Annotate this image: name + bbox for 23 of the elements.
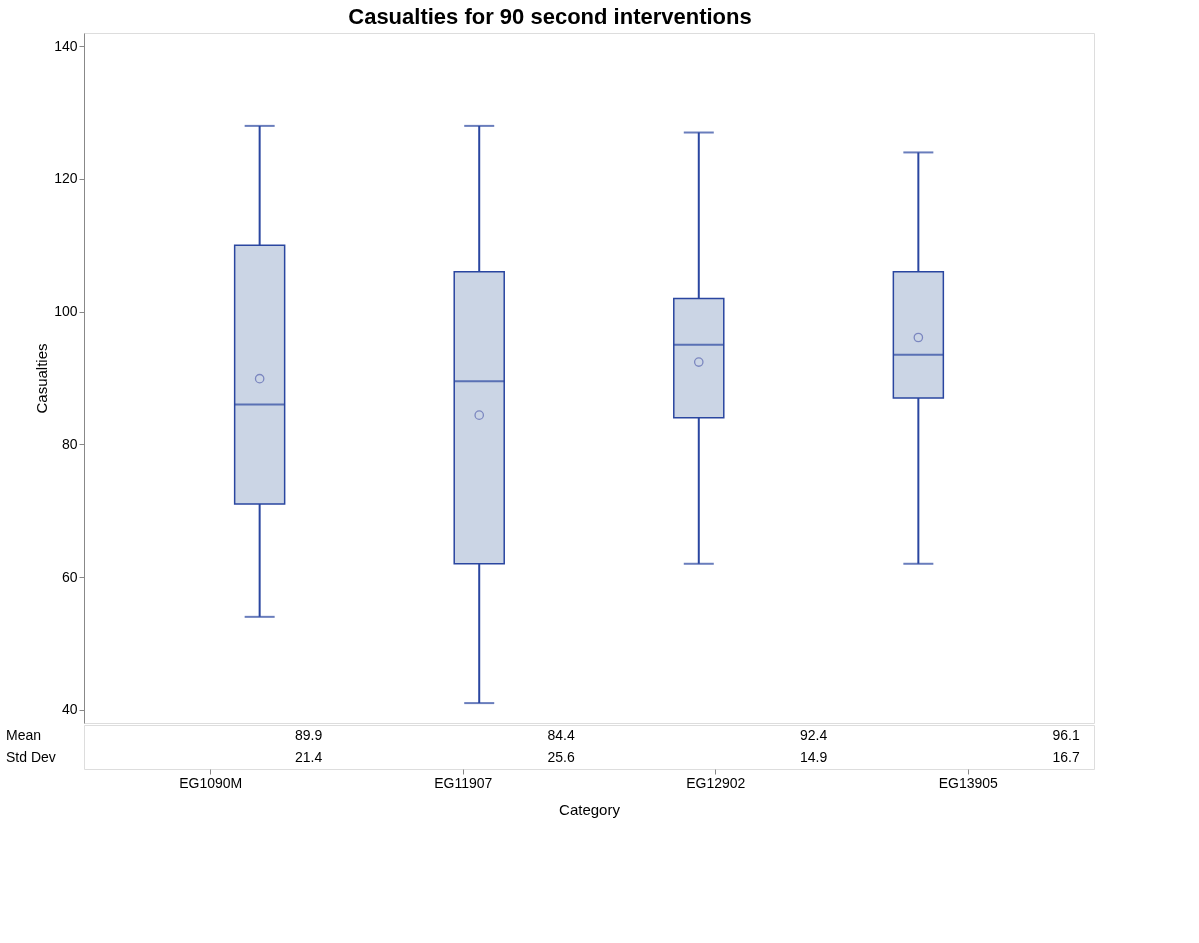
y-tick-label: 140 bbox=[54, 37, 78, 54]
x-tick-label: EG1090M bbox=[179, 774, 243, 791]
text: 92.4 bbox=[800, 727, 828, 743]
text: Std Dev bbox=[6, 749, 56, 765]
text: Mean bbox=[6, 727, 42, 743]
y-tick-label: 100 bbox=[54, 303, 78, 320]
x-tick-label: EG13905 bbox=[938, 774, 999, 791]
text: 14.9 bbox=[800, 749, 828, 765]
y-tick-label: 60 bbox=[61, 568, 78, 585]
chart-title: Casualties for 90 second interventions bbox=[348, 3, 752, 29]
y-axis-title: Casualties bbox=[33, 343, 51, 414]
text: 96.1 bbox=[1052, 727, 1080, 743]
x-tick-label: EG11907 bbox=[434, 774, 493, 791]
x-tick-label: EG12902 bbox=[686, 774, 746, 791]
text: 84.4 bbox=[547, 727, 575, 743]
text: 21.4 bbox=[295, 749, 323, 765]
y-tick-label: 40 bbox=[61, 701, 78, 718]
text: 89.9 bbox=[295, 727, 323, 743]
text: 25.6 bbox=[547, 749, 575, 765]
x-axis-title: Category bbox=[559, 800, 621, 818]
y-tick-label: 80 bbox=[61, 435, 78, 452]
text: 16.7 bbox=[1052, 749, 1080, 765]
y-tick-label: 120 bbox=[54, 170, 78, 187]
